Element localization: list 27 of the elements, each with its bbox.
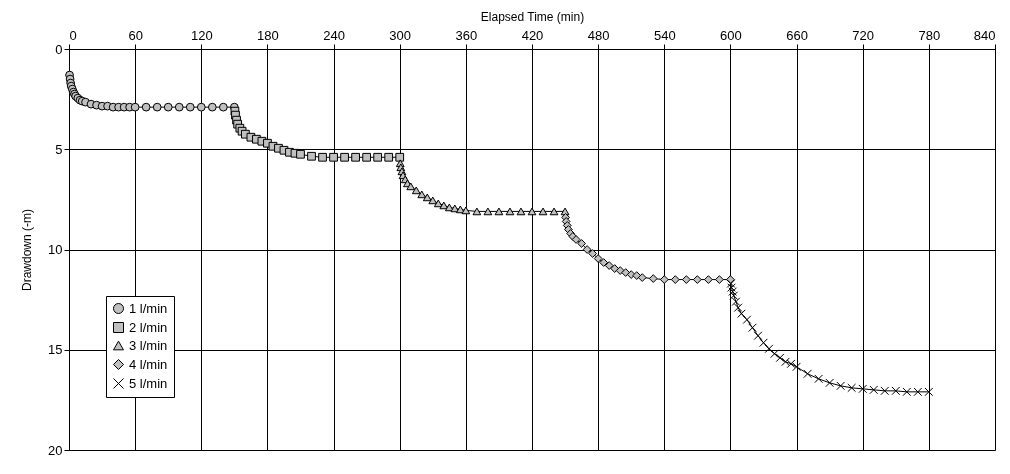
y-tick-label: 0 [55, 41, 63, 57]
y-tick-label: 5 [55, 141, 63, 157]
legend-label: 5 l/min [129, 375, 168, 391]
x-tick-label: 780 [918, 27, 941, 43]
legend-label: 1 l/min [129, 300, 168, 316]
x-tick-label: 660 [786, 27, 808, 43]
y-tick-label: 15 [48, 342, 63, 358]
x-tick-label: 0 [69, 27, 77, 43]
x-tick-label: 540 [653, 27, 676, 43]
x-tick-label: 840 [973, 27, 996, 43]
x-tick-label: 360 [455, 27, 478, 43]
x-tick-label: 300 [389, 27, 412, 43]
x-tick-label: 120 [190, 27, 213, 43]
x-tick-label: 480 [587, 27, 610, 43]
x-tick-label: 60 [128, 27, 143, 43]
x-tick-label: 420 [521, 27, 544, 43]
y-axis-title: Drawdown (-m) [20, 208, 35, 292]
legend-label: 4 l/min [129, 356, 168, 372]
x-axis-title: Elapsed Time (min) [480, 9, 585, 24]
legend-label: 3 l/min [129, 337, 168, 353]
y-tick-label: 20 [48, 442, 63, 458]
legend-label: 2 l/min [129, 319, 168, 335]
x-tick-label: 180 [257, 27, 279, 43]
x-tick-label: 720 [852, 27, 875, 43]
x-tick-label: 600 [720, 27, 742, 43]
y-tick-label: 10 [48, 242, 63, 257]
x-tick-label: 240 [323, 27, 345, 43]
